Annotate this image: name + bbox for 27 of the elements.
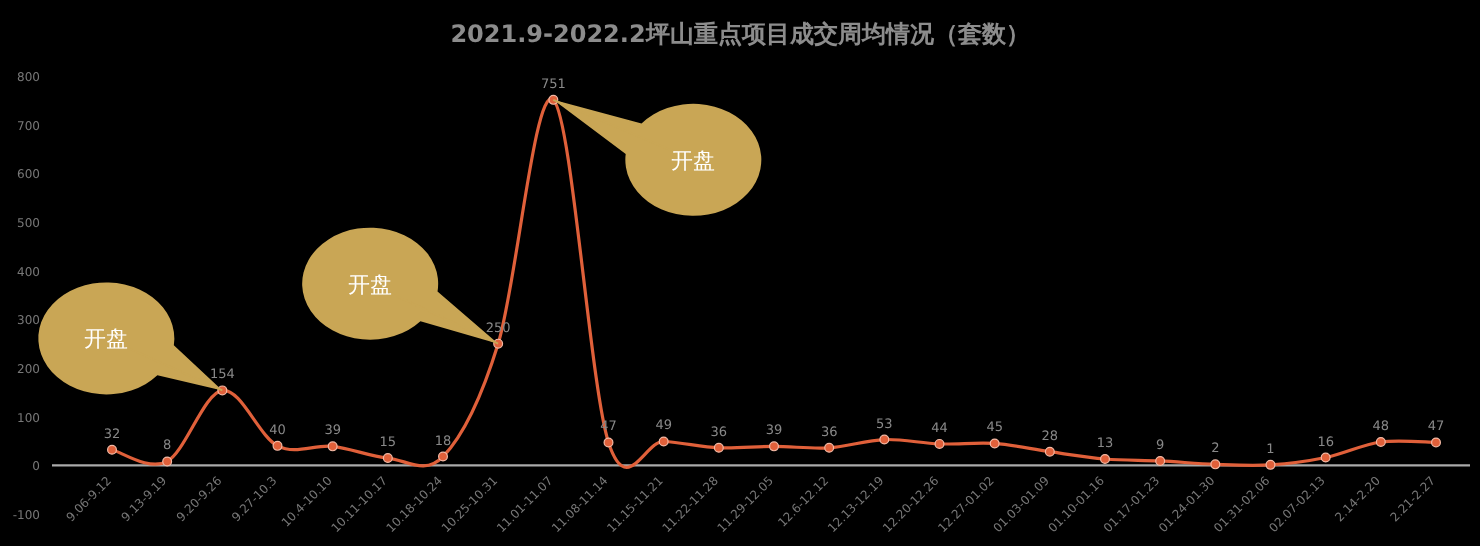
point	[603, 437, 614, 448]
point	[1265, 459, 1276, 470]
point	[1431, 437, 1441, 448]
point	[824, 442, 835, 453]
chart-title: 2021.9-2022.2坪山重点项目成交周均情况（套数）	[450, 20, 1030, 48]
point	[1044, 446, 1055, 457]
point	[1155, 455, 1166, 466]
point	[107, 444, 117, 455]
point	[989, 438, 1000, 449]
point	[769, 441, 779, 452]
callout-arrow: 开盘	[552, 98, 762, 216]
point	[879, 434, 890, 445]
point	[934, 438, 945, 449]
point	[327, 441, 338, 452]
point	[162, 456, 173, 467]
point	[1100, 454, 1110, 465]
point	[1375, 436, 1386, 447]
point	[1210, 459, 1221, 470]
point	[382, 453, 393, 464]
annotation: 开盘	[84, 326, 129, 353]
point	[438, 451, 448, 462]
point	[272, 440, 283, 451]
annotation: 开盘	[671, 147, 716, 174]
point	[713, 442, 724, 453]
point	[1320, 452, 1331, 463]
annotation: 开盘	[348, 271, 393, 298]
point	[658, 436, 669, 447]
